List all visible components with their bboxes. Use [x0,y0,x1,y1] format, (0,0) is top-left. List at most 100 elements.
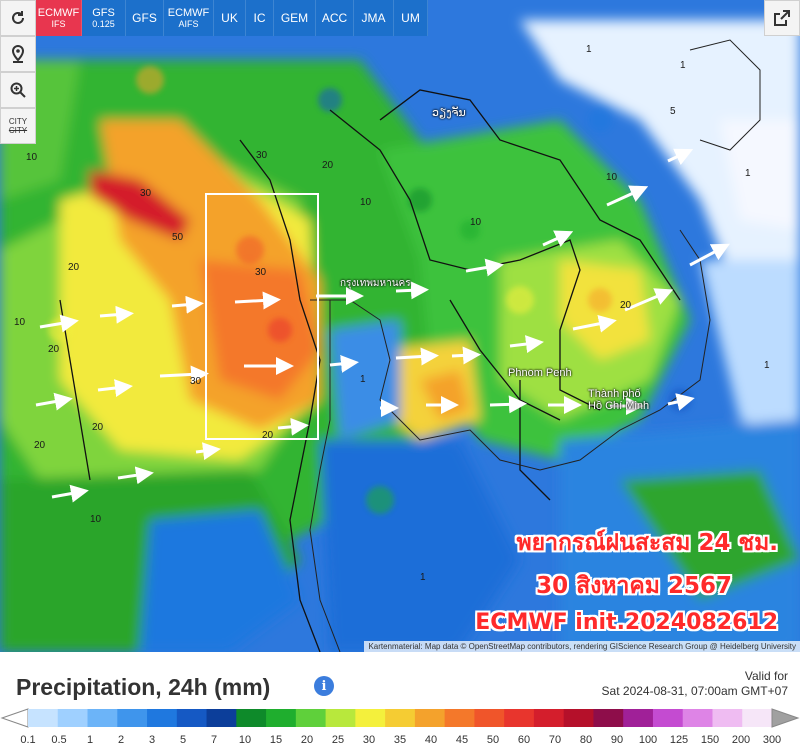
tab-ecmwf-ifs[interactable]: ECMWF IFS [36,0,82,36]
svg-text:20: 20 [68,262,80,273]
scale-tick-label: 0.5 [51,734,67,746]
refresh-icon [12,11,24,24]
scale-swatch [176,709,208,727]
overlay-model-init: ECMWF init.2024082612 [475,610,778,635]
scale-swatch [325,709,356,727]
focus-area-rectangle [205,193,319,440]
city-label-top: CITY [8,117,28,126]
legend-title: Precipitation, 24h (mm) [16,674,271,700]
scale-tick-label: 125 [669,734,689,746]
scale-swatch [295,709,327,727]
scale-tick-label: 5 [179,734,187,746]
svg-text:1: 1 [420,572,426,583]
svg-text:20: 20 [92,422,104,433]
tab-jma[interactable]: JMA [354,0,394,36]
tab-uk[interactable]: UK [214,0,246,36]
tab-ic[interactable]: IC [246,0,274,36]
scale-tick-label: 80 [579,734,593,746]
legend-panel: Precipitation, 24h (mm) i Valid for Sat … [0,652,800,750]
tab-label: GFS [92,6,115,19]
tab-label: UM [401,10,420,25]
scale-swatch [682,709,713,727]
scale-tick-label: 0.1 [20,734,36,746]
scale-swatch [414,709,446,727]
svg-text:20: 20 [262,430,274,441]
scale-swatch [563,709,594,727]
rain-texture [48,66,692,514]
share-icon [774,10,790,26]
tab-ecmwf-aifs[interactable]: ECMWF AIFS [164,0,214,36]
tab-label: ACC [321,10,348,25]
scale-swatch [206,709,237,727]
location-button[interactable] [0,36,36,72]
tab-label: ECMWF [37,6,80,19]
map-attribution[interactable]: Kartenmaterial: Map data © OpenStreetMap… [364,641,800,652]
precipitation-map[interactable]: 10 30 50 30 30 30 20 20 20 20 20 20 20 1… [0,0,800,652]
scale-swatch [742,709,773,727]
zoom-icon [10,82,26,98]
refresh-button[interactable] [0,0,36,36]
scale-swatch [385,709,416,727]
svg-text:10: 10 [14,317,26,328]
zoom-button[interactable] [0,72,36,108]
scale-swatch [147,709,178,727]
svg-text:20: 20 [48,344,60,355]
tab-um[interactable]: UM [394,0,428,36]
valid-time: Valid for Sat 2024-08-31, 07:00am GMT+07 [602,669,788,699]
scale-swatch [355,709,386,727]
map-canvas[interactable]: 10 30 50 30 30 30 20 20 20 20 20 20 20 1… [0,0,800,652]
scale-tick-label: 20 [300,734,314,746]
scale-tick-label: 200 [731,734,751,746]
scale-swatch [236,709,267,727]
scale-tick-label: 300 [762,734,782,746]
svg-text:1: 1 [586,44,592,55]
svg-text:30: 30 [190,376,202,387]
scale-swatch [57,709,89,727]
svg-text:1: 1 [360,374,366,385]
tab-gem[interactable]: GEM [274,0,316,36]
scale-tick-label: 100 [638,734,658,746]
coastline [309,39,761,652]
svg-text:30: 30 [140,188,152,199]
scale-tick-label: 15 [269,734,283,746]
tab-sublabel: IFS [51,18,66,29]
scale-swatch [266,709,297,727]
scale-tick-label: 10 [238,734,252,746]
svg-text:20: 20 [620,300,632,311]
svg-text:30: 30 [255,267,267,278]
svg-text:10: 10 [360,197,372,208]
scale-tick-label: 35 [393,734,407,746]
overlay-date: 30 สิงหาคม 2567 [536,573,732,599]
scale-tick-label: 60 [517,734,531,746]
scale-tick-label: 25 [331,734,345,746]
scale-swatch [504,709,535,727]
tab-acc[interactable]: ACC [316,0,354,36]
scale-swatch [28,709,59,727]
city-phnom-penh: Phnom Penh [508,367,572,379]
tab-gfs-0125[interactable]: GFS 0.125 [82,0,126,36]
valid-datetime: Sat 2024-08-31, 07:00am GMT+07 [601,684,788,698]
svg-text:1: 1 [745,168,751,179]
scale-swatch [652,709,684,727]
city-bangkok: กรุงเทพมหานคร [340,278,411,289]
svg-text:20: 20 [34,440,46,451]
scale-tick-label: 1 [86,734,94,746]
scale-tick-label: 50 [486,734,500,746]
tab-gfs[interactable]: GFS [126,0,164,36]
svg-text:10: 10 [606,172,618,183]
svg-text:20: 20 [322,160,334,171]
scale-swatch [593,709,624,727]
scale-tick-label: 45 [455,734,469,746]
svg-text:10: 10 [90,514,102,525]
info-icon[interactable]: i [314,676,334,696]
location-pin-icon [11,44,25,63]
color-scale [0,708,800,728]
scale-tick-label: 90 [610,734,624,746]
city-toggle-button[interactable]: CITY CITY [0,108,36,144]
scale-max-arrow [771,708,800,728]
wind-arrows [35,148,730,503]
share-button[interactable] [764,0,800,36]
tab-sublabel: AIFS [178,18,199,29]
svg-text:10: 10 [470,217,482,228]
scale-tick-label: 30 [362,734,376,746]
